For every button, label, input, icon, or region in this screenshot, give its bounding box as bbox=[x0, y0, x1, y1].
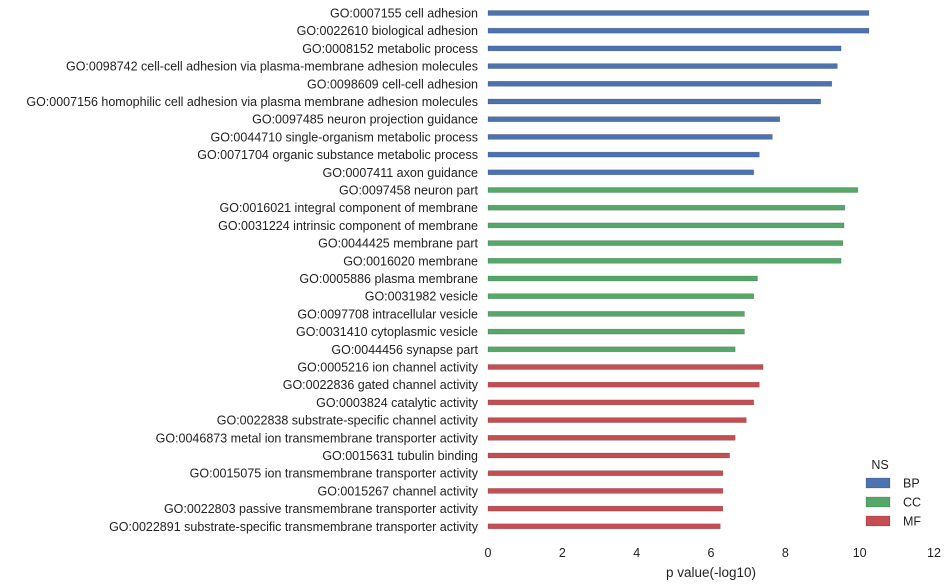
legend-swatch-cc bbox=[865, 496, 891, 508]
bar-mf bbox=[487, 399, 755, 406]
category-label: GO:0097458 neuron part bbox=[339, 184, 479, 198]
category-label: GO:0022838 substrate-specific channel ac… bbox=[217, 414, 479, 428]
category-label: GO:0008152 metabolic process bbox=[302, 42, 478, 56]
bars bbox=[487, 10, 870, 530]
bar-mf bbox=[487, 381, 760, 388]
bar-cc bbox=[487, 187, 859, 193]
category-label: GO:0007411 axon guidance bbox=[323, 166, 478, 180]
category-label: GO:0097485 neuron projection guidance bbox=[252, 113, 478, 127]
bar-mf bbox=[487, 452, 730, 459]
bar-bp bbox=[487, 27, 870, 34]
legend-title: NS bbox=[871, 458, 888, 472]
x-axis-title: p value(-log10) bbox=[666, 565, 756, 580]
bar-mf bbox=[487, 364, 764, 370]
category-label: GO:0031224 intrinsic component of membra… bbox=[218, 219, 478, 233]
category-label: GO:0022803 passive transmembrane transpo… bbox=[164, 502, 479, 516]
category-label: GO:0022610 biological adhesion bbox=[297, 24, 478, 38]
bar-bp bbox=[487, 10, 870, 16]
bar-bp bbox=[487, 81, 833, 87]
x-tick-label: 6 bbox=[708, 546, 715, 560]
category-label: GO:0007155 cell adhesion bbox=[330, 7, 478, 21]
legend-label-bp: BP bbox=[903, 477, 920, 491]
bar-mf bbox=[487, 470, 724, 477]
legend-swatch-mf bbox=[865, 515, 891, 527]
category-label: GO:0031982 vesicle bbox=[365, 290, 478, 304]
category-label: GO:0044425 membrane part bbox=[318, 237, 478, 251]
category-label: GO:0044710 single-organism metabolic pro… bbox=[211, 130, 479, 144]
legend-swatch-bp bbox=[865, 477, 891, 489]
bar-cc bbox=[487, 275, 758, 282]
bar-cc bbox=[487, 328, 745, 335]
category-label: GO:0015267 channel activity bbox=[317, 484, 478, 498]
category-label: GO:0098742 cell-cell adhesion via plasma… bbox=[66, 60, 478, 74]
bar-mf bbox=[487, 523, 721, 530]
legend-label-cc: CC bbox=[903, 496, 921, 510]
category-label: GO:0046873 metal ion transmembrane trans… bbox=[156, 431, 479, 445]
category-label: GO:0003824 catalytic activity bbox=[316, 396, 479, 410]
category-label: GO:0016020 membrane bbox=[343, 254, 478, 268]
x-tick-label: 0 bbox=[485, 546, 492, 560]
bar-cc bbox=[487, 240, 844, 246]
x-tick-label: 10 bbox=[853, 546, 867, 560]
bar-bp bbox=[487, 63, 838, 69]
x-axis: p value(-log10) 0 2 4 6 8 10 12 bbox=[485, 546, 941, 580]
bar-cc bbox=[487, 293, 755, 300]
legend-label-mf: MF bbox=[903, 515, 921, 529]
category-label: GO:0015631 tubulin binding bbox=[322, 449, 478, 463]
bar-bp bbox=[487, 45, 842, 52]
category-label: GO:0005216 ion channel activity bbox=[297, 361, 478, 375]
bar-bp bbox=[487, 134, 773, 140]
category-label: GO:0071704 organic substance metabolic p… bbox=[197, 148, 478, 162]
bar-bp bbox=[487, 98, 821, 105]
bar-bp bbox=[487, 169, 755, 176]
bar-bp bbox=[487, 116, 781, 122]
category-label: GO:0016021 integral component of membran… bbox=[220, 201, 479, 215]
category-label: GO:0007156 homophilic cell adhesion via … bbox=[26, 95, 478, 109]
bar-cc bbox=[487, 204, 846, 211]
bar-bp bbox=[487, 151, 760, 158]
category-label: GO:0022836 gated channel activity bbox=[283, 378, 479, 392]
x-tick-label: 2 bbox=[559, 546, 566, 560]
category-label: GO:0044456 synapse part bbox=[331, 343, 478, 357]
category-label: GO:0097708 intracellular vesicle bbox=[297, 307, 478, 321]
category-label: GO:0098609 cell-cell adhesion bbox=[307, 77, 478, 91]
legend: NS BP CC MF bbox=[865, 458, 921, 529]
bar-cc bbox=[487, 257, 842, 264]
x-tick-label: 8 bbox=[782, 546, 789, 560]
bar-cc bbox=[487, 222, 845, 229]
bar-cc bbox=[487, 346, 736, 353]
x-tick-label: 12 bbox=[927, 546, 941, 560]
bar-mf bbox=[487, 434, 736, 441]
bar-cc bbox=[487, 311, 745, 317]
bar-mf bbox=[487, 488, 724, 494]
category-label: GO:0015075 ion transmembrane transporter… bbox=[190, 467, 479, 481]
category-labels: GO:0007155 cell adhesion GO:0022610 biolo… bbox=[26, 7, 478, 534]
category-label: GO:0005886 plasma membrane bbox=[299, 272, 478, 286]
bar-mf bbox=[487, 505, 724, 512]
category-label: GO:0022891 substrate-specific transmembr… bbox=[109, 520, 479, 534]
category-label: GO:0031410 cytoplasmic vesicle bbox=[296, 325, 478, 339]
x-tick-label: 4 bbox=[633, 546, 640, 560]
bar-mf bbox=[487, 417, 747, 423]
